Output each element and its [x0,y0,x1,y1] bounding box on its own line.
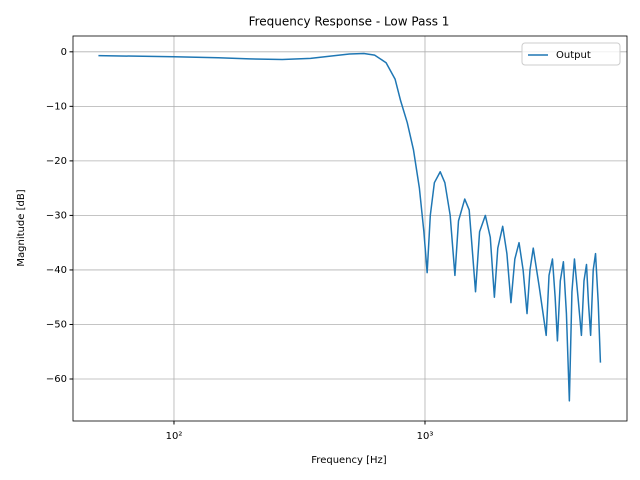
y-tick-label: 0 [61,47,67,58]
y-tick-label: −60 [46,374,67,385]
y-tick-label: −50 [46,319,67,330]
line-series [98,52,602,402]
y-tick-label: −30 [46,210,67,221]
x-tick-label: 10³ [417,431,434,442]
y-tick-label: −20 [46,156,67,167]
chart-title: Frequency Response - Low Pass 1 [249,15,450,29]
y-tick-label: −40 [46,265,67,276]
y-axis-label: Magnitude [dB] [16,189,27,266]
axes-frame [72,35,628,422]
x-tick-label: 10² [166,431,183,442]
legend-label: Output [556,50,591,61]
y-tick-label: −10 [46,101,67,112]
legend-box [521,42,621,66]
legend: Output [521,42,621,66]
x-axis-label: Frequency [Hz] [311,455,387,466]
